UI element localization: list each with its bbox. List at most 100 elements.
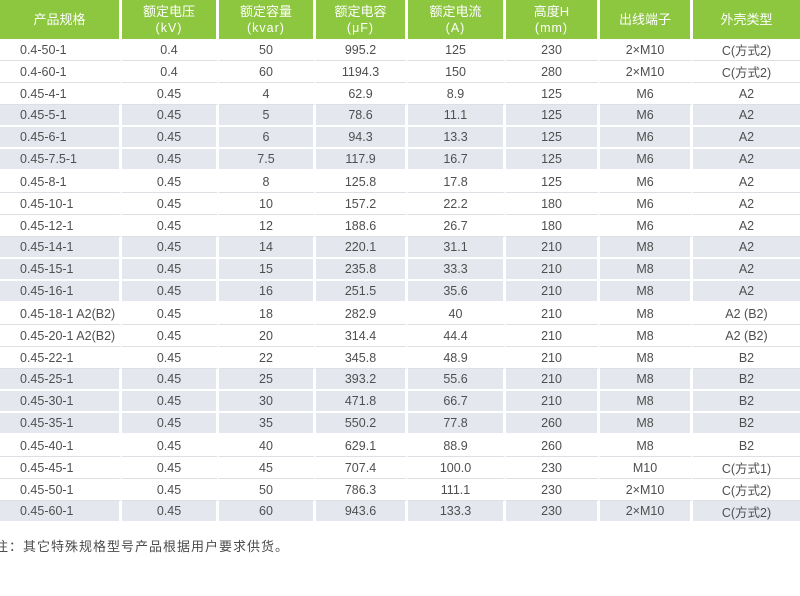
column-header-height_h: 高度H (mm) [506, 0, 600, 39]
cell-rated_capacity: 30 [219, 391, 316, 413]
cell-rated_current: 150 [408, 61, 506, 83]
cell-rated_capacity: 40 [219, 435, 316, 457]
cell-model: 0.45-35-1 [0, 413, 122, 435]
cell-rated_capacitance: 62.9 [316, 83, 408, 105]
cell-shell_type: A2 [693, 105, 800, 127]
cell-terminal: M6 [600, 193, 693, 215]
cell-rated_current: 100.0 [408, 457, 506, 479]
header-row: 产品规格 额定电压 (kV) 额定容量 (kvar) 额定电容 (μF) 额定电流 (A) 高度H… [0, 0, 800, 39]
cell-rated_voltage: 0.45 [122, 501, 219, 523]
table-row: 0.45-18-1 A2(B2) 0.45 18 282.9 40 210 M8 A2 (B2… [0, 303, 800, 325]
cell-height_h: 180 [506, 215, 600, 237]
table-row: 0.45-5-1 0.45 5 78.6 11.1 125 M6 A2 [0, 105, 800, 127]
cell-height_h: 125 [506, 171, 600, 193]
cell-rated_capacitance: 1194.3 [316, 61, 408, 83]
cell-shell_type: A2 (B2) [693, 303, 800, 325]
cell-height_h: 210 [506, 369, 600, 391]
cell-model: 0.45-7.5-1 [0, 149, 122, 171]
cell-terminal: M6 [600, 149, 693, 171]
cell-rated_capacitance: 157.2 [316, 193, 408, 215]
cell-rated_capacity: 14 [219, 237, 316, 259]
cell-height_h: 260 [506, 435, 600, 457]
cell-shell_type: A2 [693, 171, 800, 193]
table-row: 0.45-16-1 0.45 16 251.5 35.6 210 M8 A2 [0, 281, 800, 303]
cell-rated_current: 88.9 [408, 435, 506, 457]
cell-rated_voltage: 0.45 [122, 281, 219, 303]
cell-rated_current: 77.8 [408, 413, 506, 435]
cell-rated_current: 48.9 [408, 347, 506, 369]
cell-rated_capacity: 4 [219, 83, 316, 105]
column-unit: (mm) [534, 20, 569, 35]
cell-model: 0.4-60-1 [0, 61, 122, 83]
cell-height_h: 230 [506, 39, 600, 61]
cell-rated_voltage: 0.4 [122, 39, 219, 61]
cell-height_h: 210 [506, 325, 600, 347]
table-row: 0.45-4-1 0.45 4 62.9 8.9 125 M6 A2 [0, 83, 800, 105]
cell-terminal: M8 [600, 303, 693, 325]
cell-rated_capacitance: 78.6 [316, 105, 408, 127]
cell-rated_current: 11.1 [408, 105, 506, 127]
cell-rated_capacity: 60 [219, 501, 316, 523]
table-row: 0.4-50-1 0.4 50 995.2 125 230 2×M10 C(方式2) [0, 39, 800, 61]
cell-terminal: M6 [600, 127, 693, 149]
table-row: 0.45-60-1 0.45 60 943.6 133.3 230 2×M10 C(方式2) [0, 501, 800, 523]
cell-rated_voltage: 0.45 [122, 193, 219, 215]
cell-model: 0.45-18-1 A2(B2) [0, 303, 122, 325]
product-spec-table: 产品规格 额定电压 (kV) 额定容量 (kvar) 额定电容 (μF) 额定电流 (A) 高度H… [0, 0, 800, 523]
cell-shell_type: A2 [693, 259, 800, 281]
cell-rated_capacity: 12 [219, 215, 316, 237]
cell-height_h: 210 [506, 347, 600, 369]
column-header-model: 产品规格 [0, 0, 122, 39]
cell-terminal: M6 [600, 171, 693, 193]
cell-terminal: M8 [600, 281, 693, 303]
cell-height_h: 210 [506, 303, 600, 325]
cell-model: 0.45-60-1 [0, 501, 122, 523]
cell-shell_type: A2 [693, 127, 800, 149]
cell-rated_capacitance: 235.8 [316, 259, 408, 281]
table-row: 0.45-7.5-1 0.45 7.5 117.9 16.7 125 M6 A2 [0, 149, 800, 171]
table-row: 0.45-22-1 0.45 22 345.8 48.9 210 M8 B2 [0, 347, 800, 369]
cell-rated_current: 55.6 [408, 369, 506, 391]
cell-rated_capacity: 20 [219, 325, 316, 347]
cell-rated_voltage: 0.45 [122, 479, 219, 501]
cell-model: 0.45-20-1 A2(B2) [0, 325, 122, 347]
cell-rated_capacity: 7.5 [219, 149, 316, 171]
cell-height_h: 125 [506, 149, 600, 171]
cell-shell_type: A2 [693, 215, 800, 237]
cell-shell_type: A2 [693, 193, 800, 215]
cell-shell_type: C(方式2) [693, 479, 800, 501]
cell-rated_voltage: 0.4 [122, 61, 219, 83]
cell-terminal: M6 [600, 83, 693, 105]
cell-rated_current: 13.3 [408, 127, 506, 149]
cell-rated_capacity: 50 [219, 39, 316, 61]
cell-terminal: M6 [600, 105, 693, 127]
cell-rated_capacity: 5 [219, 105, 316, 127]
cell-shell_type: B2 [693, 413, 800, 435]
cell-terminal: M10 [600, 457, 693, 479]
cell-rated_current: 22.2 [408, 193, 506, 215]
cell-shell_type: A2 [693, 237, 800, 259]
table-body: 0.4-50-1 0.4 50 995.2 125 230 2×M10 C(方式2) 0.4-6… [0, 39, 800, 523]
cell-model: 0.45-5-1 [0, 105, 122, 127]
cell-rated_capacity: 15 [219, 259, 316, 281]
cell-shell_type: B2 [693, 369, 800, 391]
cell-rated_current: 26.7 [408, 215, 506, 237]
cell-terminal: M8 [600, 413, 693, 435]
cell-model: 0.45-4-1 [0, 83, 122, 105]
cell-model: 0.45-15-1 [0, 259, 122, 281]
cell-rated_capacity: 16 [219, 281, 316, 303]
table-row: 0.45-35-1 0.45 35 550.2 77.8 260 M8 B2 [0, 413, 800, 435]
cell-height_h: 125 [506, 105, 600, 127]
cell-shell_type: A2 [693, 149, 800, 171]
cell-height_h: 125 [506, 127, 600, 149]
column-unit: (kV) [155, 20, 183, 35]
table-row: 0.45-45-1 0.45 45 707.4 100.0 230 M10 C(方式1) [0, 457, 800, 479]
cell-rated_voltage: 0.45 [122, 457, 219, 479]
cell-rated_current: 16.7 [408, 149, 506, 171]
cell-rated_capacitance: 220.1 [316, 237, 408, 259]
cell-model: 0.45-12-1 [0, 215, 122, 237]
column-label: 高度H [533, 3, 570, 19]
cell-rated_capacitance: 707.4 [316, 457, 408, 479]
cell-rated_capacity: 60 [219, 61, 316, 83]
